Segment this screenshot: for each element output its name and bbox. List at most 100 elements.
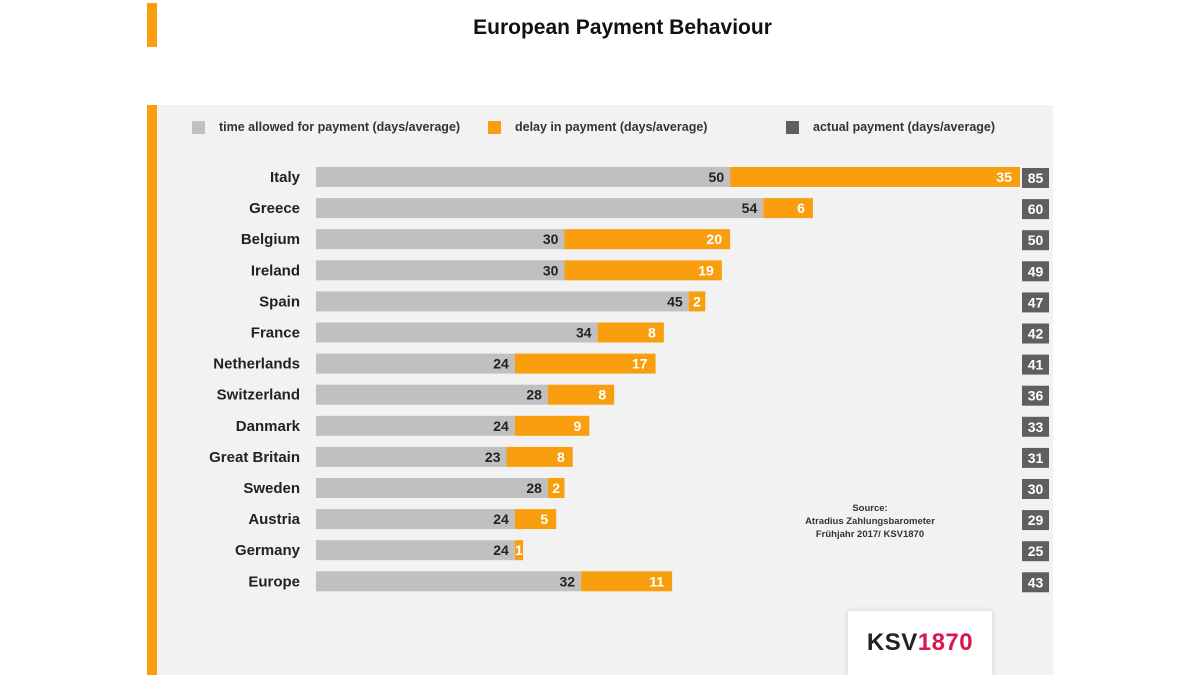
total-box-spain	[1022, 292, 1049, 313]
logo-text-1870: 1870	[917, 629, 974, 656]
total-label-danmark: 33	[1028, 419, 1044, 435]
value-label-delay-france: 8	[648, 325, 656, 341]
total-label-germany: 25	[1028, 543, 1044, 559]
legend-label-actual: actual payment (days/average)	[813, 120, 996, 134]
total-label-europe: 43	[1028, 574, 1044, 590]
value-label-delay-spain: 2	[693, 293, 701, 309]
chart-title: European Payment Behaviour	[473, 16, 772, 39]
bar-time-allowed-danmark	[316, 415, 515, 436]
value-label-delay-sweden: 2	[552, 480, 560, 496]
bar-delay-germany	[514, 540, 524, 561]
legend-item-actual: actual payment (days/average)	[786, 119, 995, 135]
bar-time-allowed-netherlands	[316, 353, 515, 374]
bar-time-allowed-greece	[316, 198, 764, 219]
ksv1870-logo: KSV 1870	[848, 611, 992, 675]
bar-delay-ireland	[564, 260, 722, 281]
value-label-delay-austria: 5	[540, 511, 548, 527]
bar-time-allowed-france	[316, 322, 598, 343]
category-label-europe: Europe	[248, 573, 300, 590]
value-label-time-allowed-france: 34	[576, 325, 592, 341]
category-label-switzerland: Switzerland	[217, 387, 300, 404]
category-label-austria: Austria	[248, 511, 300, 528]
total-box-sweden	[1022, 479, 1049, 499]
legend-swatch-actual	[786, 120, 799, 134]
value-label-time-allowed-austria: 24	[493, 511, 509, 527]
total-label-austria: 29	[1028, 512, 1044, 528]
total-label-netherlands: 41	[1028, 357, 1044, 373]
bar-time-allowed-spain	[316, 291, 689, 312]
bar-delay-belgium	[564, 229, 731, 250]
total-box-europe	[1022, 572, 1049, 593]
total-label-sweden: 30	[1028, 481, 1044, 497]
value-label-delay-greece: 6	[797, 200, 805, 216]
bar-delay-netherlands	[514, 353, 656, 374]
value-label-delay-netherlands: 17	[632, 356, 648, 372]
value-label-delay-great-britain: 8	[557, 449, 565, 465]
bar-delay-sweden	[547, 478, 565, 498]
accent-bar-left	[147, 105, 157, 675]
value-label-delay-italy: 35	[996, 169, 1012, 185]
bar-delay-europe	[581, 571, 673, 592]
total-box-italy	[1022, 168, 1049, 188]
total-box-austria	[1022, 510, 1049, 531]
bar-time-allowed-switzerland	[316, 384, 548, 405]
category-label-germany: Germany	[235, 542, 301, 559]
source-note: Source: Atradius Zahlungsbarometer Frühj…	[790, 502, 950, 541]
accent-bar-top	[147, 3, 157, 47]
total-box-great-britain	[1022, 447, 1049, 468]
bar-delay-france	[597, 322, 664, 343]
value-label-delay-europe: 11	[649, 573, 664, 589]
bar-time-allowed-germany	[316, 540, 515, 561]
total-box-ireland	[1022, 261, 1049, 282]
bar-time-allowed-italy	[316, 167, 731, 187]
total-box-france	[1022, 323, 1049, 344]
total-label-italy: 85	[1028, 170, 1044, 186]
bar-delay-greece	[763, 198, 813, 219]
bar-delay-austria	[514, 509, 557, 530]
legend-label-time-allowed: time allowed for payment (days/average)	[219, 120, 461, 134]
bar-delay-italy	[730, 167, 1020, 187]
total-label-greece: 60	[1028, 201, 1044, 217]
value-label-time-allowed-sweden: 28	[526, 480, 542, 496]
legend-label-delay: delay in payment (days/average)	[515, 120, 708, 134]
total-label-france: 42	[1028, 326, 1044, 342]
category-label-belgium: Belgium	[241, 231, 300, 248]
value-label-time-allowed-greece: 54	[742, 200, 758, 216]
value-label-time-allowed-switzerland: 28	[526, 387, 542, 403]
bar-time-allowed-sweden	[316, 478, 548, 498]
total-label-belgium: 50	[1028, 232, 1044, 248]
legend-item-time-allowed: time allowed for payment (days/average)	[192, 119, 460, 135]
category-label-sweden: Sweden	[243, 480, 300, 497]
total-box-germany	[1022, 541, 1049, 562]
value-label-time-allowed-great-britain: 23	[485, 449, 501, 465]
bar-delay-switzerland	[547, 384, 615, 405]
category-label-great-britain: Great Britain	[209, 449, 300, 466]
bar-delay-great-britain	[506, 446, 573, 467]
value-label-delay-belgium: 20	[707, 231, 723, 247]
bar-time-allowed-austria	[316, 509, 515, 530]
bar-time-allowed-ireland	[316, 260, 565, 281]
value-label-delay-danmark: 9	[574, 418, 582, 434]
value-label-delay-germany: 1	[515, 542, 523, 558]
source-line-2: Frühjahr 2017/ KSV1870	[815, 529, 925, 540]
value-label-time-allowed-europe: 32	[559, 573, 575, 589]
logo-text-ksv: KSV	[866, 629, 918, 656]
source-line-1: Atradius Zahlungsbarometer	[805, 516, 935, 527]
total-label-great-britain: 31	[1028, 450, 1044, 466]
value-label-time-allowed-danmark: 24	[493, 418, 509, 434]
value-label-time-allowed-germany: 24	[493, 542, 509, 558]
total-box-netherlands	[1022, 354, 1049, 375]
value-label-time-allowed-ireland: 30	[543, 262, 559, 278]
total-box-belgium	[1022, 230, 1049, 251]
total-box-greece	[1022, 199, 1049, 220]
total-label-spain: 47	[1028, 294, 1044, 310]
total-label-switzerland: 36	[1028, 388, 1044, 404]
category-label-danmark: Danmark	[236, 418, 301, 435]
legend-item-delay: delay in payment (days/average)	[488, 119, 707, 135]
category-label-france: France	[251, 325, 300, 342]
legend-swatch-delay	[488, 120, 501, 134]
value-label-time-allowed-spain: 45	[667, 293, 683, 309]
value-label-delay-switzerland: 8	[598, 387, 606, 403]
value-label-delay-ireland: 19	[698, 262, 714, 278]
